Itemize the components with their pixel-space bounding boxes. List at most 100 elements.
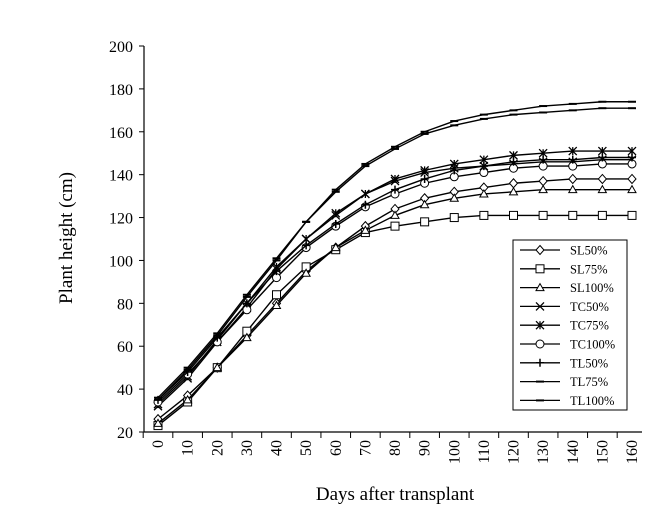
data-point xyxy=(628,153,636,162)
y-tick-label: 80 xyxy=(117,296,133,313)
data-point xyxy=(568,155,577,164)
data-point xyxy=(272,267,281,276)
data-point xyxy=(361,200,370,209)
data-point xyxy=(627,184,637,194)
y-tick-label: 180 xyxy=(109,82,133,99)
axes xyxy=(143,46,642,433)
data-point xyxy=(420,174,429,183)
x-tick-label: 70 xyxy=(357,440,374,456)
legend-item: SL75% xyxy=(520,262,608,276)
x-tick-label: 150 xyxy=(594,440,611,464)
legend: SL50% SL75% SL100% TC50% TC75% TC100% TL50% TL7… xyxy=(512,239,628,411)
legend-item: SL100% xyxy=(520,281,614,295)
data-point xyxy=(538,175,548,187)
legend-item: TL75% xyxy=(520,375,608,389)
x-tick-label: 110 xyxy=(476,440,493,463)
data-point xyxy=(242,299,251,308)
data-point xyxy=(597,184,608,194)
y-axis-ticks: 20 40 60 80 100 120 140 160 180 200 xyxy=(109,39,144,442)
x-tick-label: 50 xyxy=(298,440,315,456)
legend-item: TC50% xyxy=(520,300,609,314)
x-tick-label: 140 xyxy=(565,440,582,464)
x-tick-label: 0 xyxy=(150,440,167,448)
data-point xyxy=(567,184,578,194)
data-point xyxy=(420,165,430,175)
x-axis-label: Days after transplant xyxy=(316,484,475,505)
x-tick-label: 60 xyxy=(328,440,345,456)
data-point xyxy=(597,173,608,185)
legend-label: TL100% xyxy=(570,394,614,408)
legend-label: TL75% xyxy=(570,375,608,389)
data-point xyxy=(508,186,519,196)
data-point xyxy=(271,300,282,309)
data-point xyxy=(242,332,252,342)
legend-item: TL50% xyxy=(520,356,608,370)
y-axis-label: Plant height (cm) xyxy=(56,172,77,304)
data-point xyxy=(479,210,489,220)
data-point xyxy=(598,153,607,162)
data-point xyxy=(568,173,578,185)
data-point xyxy=(568,146,578,156)
x-tick-label: 120 xyxy=(506,440,523,464)
data-point xyxy=(538,184,548,194)
data-point xyxy=(182,394,193,404)
data-point xyxy=(330,242,341,252)
data-point xyxy=(390,174,400,184)
plot-series xyxy=(153,100,637,431)
data-point xyxy=(331,219,340,228)
data-point xyxy=(449,213,459,223)
data-point xyxy=(479,188,489,198)
data-point xyxy=(331,208,341,218)
data-point xyxy=(627,173,637,185)
x-tick-label: 10 xyxy=(180,440,197,456)
x-tick-label: 130 xyxy=(535,440,552,464)
data-point xyxy=(390,210,400,219)
y-tick-label: 20 xyxy=(117,425,133,442)
legend-label: TL50% xyxy=(570,356,608,370)
legend-label: TC100% xyxy=(570,338,615,352)
legend-item: SL50% xyxy=(520,244,608,258)
data-point xyxy=(597,210,607,220)
y-tick-label: 140 xyxy=(109,168,133,185)
legend-label: SL50% xyxy=(570,244,608,258)
data-point xyxy=(538,210,548,220)
data-point xyxy=(419,199,430,209)
data-point xyxy=(449,193,460,202)
legend-label: TC75% xyxy=(570,319,609,333)
x-tick-label: 80 xyxy=(387,440,404,456)
data-point xyxy=(390,221,400,231)
series-tl75pct xyxy=(154,107,636,401)
data-point xyxy=(272,290,281,300)
legend-marker xyxy=(535,339,545,349)
x-axis-ticks: 0 10 20 30 40 50 60 70 80 90 100 110 120 130 140 150 160 xyxy=(142,432,641,464)
data-point xyxy=(212,362,223,372)
legend-item: TC100% xyxy=(520,338,615,352)
x-tick-label: 30 xyxy=(239,440,256,456)
legend-marker xyxy=(535,301,545,311)
data-point xyxy=(479,162,488,171)
x-tick-label: 20 xyxy=(209,440,226,456)
legend-item: TL100% xyxy=(520,394,614,408)
series-tl100pct xyxy=(154,100,636,399)
data-point xyxy=(360,189,370,199)
y-tick-label: 60 xyxy=(117,339,133,356)
data-point xyxy=(627,210,637,220)
data-point xyxy=(568,210,578,220)
data-point xyxy=(450,166,459,175)
y-tick-label: 200 xyxy=(109,39,133,56)
data-point xyxy=(539,155,548,164)
legend-label: SL100% xyxy=(570,281,614,295)
legend-marker xyxy=(535,320,545,330)
y-tick-label: 160 xyxy=(109,125,133,142)
x-tick-label: 90 xyxy=(417,440,434,456)
data-point xyxy=(301,268,311,277)
data-point xyxy=(509,210,518,220)
y-tick-label: 40 xyxy=(117,382,133,399)
data-point xyxy=(153,418,163,427)
x-tick-label: 100 xyxy=(446,440,463,464)
legend-marker xyxy=(535,244,545,256)
legend-label: TC50% xyxy=(570,300,609,314)
data-point xyxy=(508,177,519,189)
data-point xyxy=(420,217,430,227)
y-tick-label: 120 xyxy=(109,211,133,228)
